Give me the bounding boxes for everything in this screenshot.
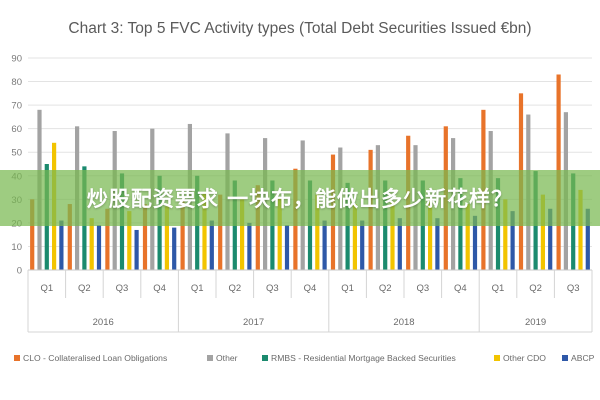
legend: CLO - Collateralised Loan Obligations Oth… xyxy=(14,353,595,363)
y-tick-label: 70 xyxy=(11,101,22,112)
y-tick-label: 50 xyxy=(11,148,22,159)
y-tick-label: 10 xyxy=(11,242,22,253)
bar-other xyxy=(540,194,545,270)
legend-swatch xyxy=(207,355,213,361)
x-tick-label: Q4 xyxy=(304,283,317,294)
bar-other xyxy=(578,189,583,270)
y-tick-label: 60 xyxy=(11,124,22,135)
x-tick-label: Q1 xyxy=(40,283,53,294)
bar-abcp xyxy=(360,220,365,270)
bar-abcp xyxy=(96,225,102,270)
bar-other xyxy=(390,201,395,270)
bar-clo xyxy=(67,204,72,270)
bar-abcp xyxy=(209,220,214,270)
x-tick-label: Q1 xyxy=(191,283,204,294)
bar-other xyxy=(240,199,245,270)
chart-title: Chart 3: Top 5 FVC Activity types (Total… xyxy=(68,20,531,37)
overlay-banner[interactable]: 炒股配资要求 一块布，能做出多少新花样？ xyxy=(0,170,600,226)
year-label: 2016 xyxy=(93,317,114,328)
legend-label: Other xyxy=(216,353,238,363)
y-tick-label: 90 xyxy=(11,54,22,65)
legend-swatch xyxy=(14,355,20,361)
legend-label: ABCP xyxy=(571,353,595,363)
bar-abcp xyxy=(247,222,252,270)
bar-other xyxy=(465,204,470,270)
y-tick-label: 0 xyxy=(17,266,22,277)
banner-text: 炒股配资要求 一块布，能做出多少新花样？ xyxy=(86,187,514,211)
x-tick-label: Q3 xyxy=(266,283,279,294)
bar-clo xyxy=(180,199,185,270)
bar-clo xyxy=(142,204,148,270)
x-tick-label: Q3 xyxy=(416,283,429,294)
bar-abcp xyxy=(397,218,402,270)
legend-swatch xyxy=(562,355,568,361)
legend-label: RMBS - Residential Mortgage Backed Secur… xyxy=(271,353,456,363)
bar-abcp xyxy=(585,208,590,270)
bar-abcp xyxy=(510,211,515,270)
bar-other xyxy=(352,204,357,270)
bar-abcp xyxy=(548,208,553,270)
bar-abcp xyxy=(134,229,139,270)
legend-swatch xyxy=(494,355,500,361)
bar-abcp xyxy=(59,220,64,270)
bar-abcp xyxy=(284,225,290,270)
bar-abcp xyxy=(322,220,327,270)
x-tick-label: Q1 xyxy=(341,283,354,294)
bar-abcp xyxy=(435,218,440,270)
bar-other xyxy=(89,218,94,270)
year-label: 2019 xyxy=(525,317,546,328)
legend-swatch xyxy=(262,355,268,361)
year-label: 2017 xyxy=(243,317,264,328)
year-label: 2018 xyxy=(393,317,414,328)
bar-other xyxy=(428,199,433,270)
x-tick-label: Q3 xyxy=(116,283,129,294)
x-tick-label: Q2 xyxy=(78,283,91,294)
y-tick-label: 80 xyxy=(11,77,22,88)
bar-clo xyxy=(105,208,110,270)
bar-clo xyxy=(255,185,260,270)
x-tick-label: Q1 xyxy=(492,283,505,294)
bar-other xyxy=(127,211,132,270)
x-tick-label: Q4 xyxy=(153,283,166,294)
x-tick-label: Q4 xyxy=(454,283,467,294)
x-tick-label: Q2 xyxy=(228,283,241,294)
legend-label: Other CDO xyxy=(503,353,546,363)
legend-label: CLO - Collateralised Loan Obligations xyxy=(23,353,167,363)
bar-abcp xyxy=(172,227,177,270)
bar-other xyxy=(315,194,320,270)
x-tick-label: Q3 xyxy=(567,283,580,294)
bar-abcp xyxy=(472,215,478,270)
bar-other xyxy=(202,192,207,270)
x-tick-label: Q2 xyxy=(529,283,542,294)
bar-clo xyxy=(30,199,35,270)
bar-clo xyxy=(218,194,223,270)
bar-rmbs xyxy=(345,182,350,270)
bar-other xyxy=(503,199,508,270)
bar-other xyxy=(277,196,282,270)
x-tick-label: Q2 xyxy=(379,283,392,294)
bar-other xyxy=(164,206,169,270)
